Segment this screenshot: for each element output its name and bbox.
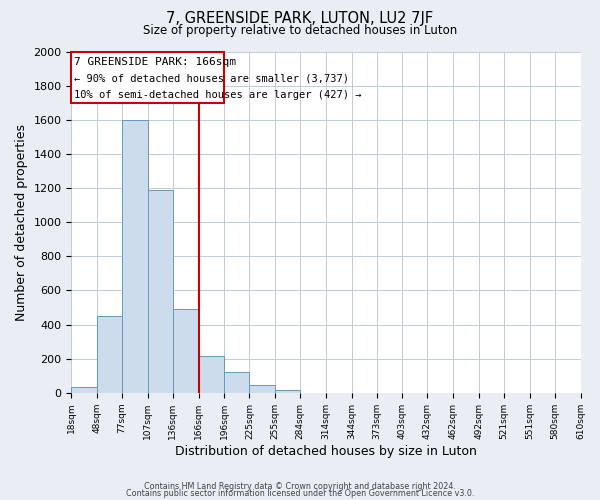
Text: Contains HM Land Registry data © Crown copyright and database right 2024.: Contains HM Land Registry data © Crown c… <box>144 482 456 491</box>
Bar <box>275 390 300 393</box>
X-axis label: Distribution of detached houses by size in Luton: Distribution of detached houses by size … <box>175 444 477 458</box>
Bar <box>71 387 97 393</box>
FancyBboxPatch shape <box>71 52 224 102</box>
Bar <box>97 316 122 393</box>
Y-axis label: Number of detached properties: Number of detached properties <box>15 124 28 320</box>
Bar <box>224 372 250 393</box>
Bar <box>173 309 199 393</box>
Text: ← 90% of detached houses are smaller (3,737): ← 90% of detached houses are smaller (3,… <box>74 74 349 84</box>
Text: Contains public sector information licensed under the Open Government Licence v3: Contains public sector information licen… <box>126 489 474 498</box>
Text: 7 GREENSIDE PARK: 166sqm: 7 GREENSIDE PARK: 166sqm <box>74 56 236 66</box>
Text: 7, GREENSIDE PARK, LUTON, LU2 7JF: 7, GREENSIDE PARK, LUTON, LU2 7JF <box>166 11 434 26</box>
Bar <box>199 356 224 393</box>
Text: 10% of semi-detached houses are larger (427) →: 10% of semi-detached houses are larger (… <box>74 90 361 100</box>
Bar <box>148 190 173 393</box>
Bar <box>250 385 275 393</box>
Bar <box>122 120 148 393</box>
Text: Size of property relative to detached houses in Luton: Size of property relative to detached ho… <box>143 24 457 37</box>
